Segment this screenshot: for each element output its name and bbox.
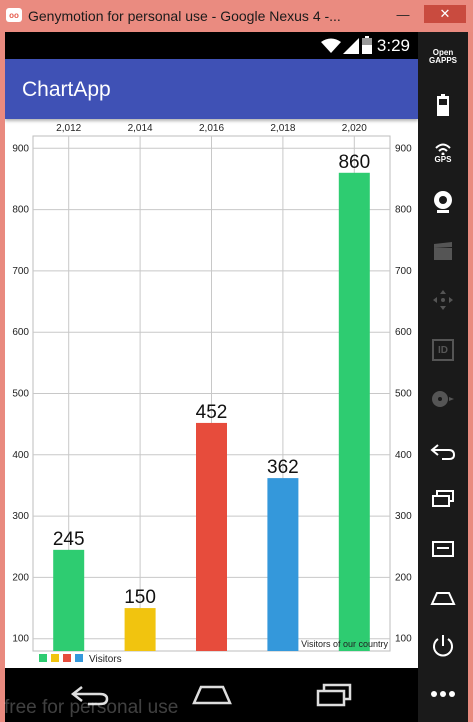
signal-icon [343, 38, 359, 54]
back-arrow-icon [430, 444, 456, 460]
bar-value-label: 362 [267, 457, 299, 478]
app-title: ChartApp [22, 78, 111, 101]
clapperboard-icon [434, 242, 452, 260]
opengapps-label-gapps: GAPPS [428, 56, 457, 65]
recents-nav-icon[interactable] [314, 682, 354, 708]
y-tick-label-left: 900 [12, 143, 29, 154]
legend-swatch [39, 654, 47, 662]
window-title-bar: oo Genymotion for personal use - Google … [0, 0, 473, 32]
y-tick-label-right: 800 [395, 205, 412, 216]
opengapps-icon: Open GAPPS [429, 49, 457, 65]
bar-2012 [53, 549, 85, 651]
device-id-widget-button[interactable]: ID [418, 338, 468, 362]
y-tick-label-left: 800 [12, 205, 29, 216]
chart-description: Visitors of our country [301, 639, 388, 649]
remote-control-widget-button[interactable] [418, 288, 468, 312]
battery-widget-icon [437, 94, 449, 116]
bar-value-label: 860 [338, 152, 370, 173]
bar-2014 [124, 608, 156, 651]
x-tick-label: 2,018 [270, 123, 295, 134]
gps-widget-button[interactable]: GPS [418, 138, 468, 168]
legend-swatch [51, 654, 59, 662]
webcam-widget-button[interactable] [418, 188, 468, 216]
window-border [468, 32, 473, 722]
bar-2016 [196, 422, 227, 651]
genymotion-side-panel: Open GAPPS GPS [418, 32, 468, 722]
back-widget-button[interactable] [418, 440, 468, 464]
power-icon [433, 635, 453, 657]
disk-io-widget-button[interactable] [418, 388, 468, 410]
app-toolbar: ChartApp [5, 59, 418, 119]
id-icon: ID [432, 339, 454, 361]
window-title: Genymotion for personal use - Google Nex… [28, 8, 341, 24]
y-tick-label-right: 900 [395, 143, 412, 154]
android-nav-bar [5, 668, 418, 722]
menu-icon [432, 541, 454, 557]
recent-apps-icon [432, 490, 454, 507]
battery-widget-button[interactable] [418, 92, 468, 118]
disk-io-icon [432, 391, 454, 407]
more-dots-icon [431, 691, 455, 697]
y-tick-label-right: 400 [395, 450, 412, 461]
bar-chart: 100 100 200 200 300 300 400 400 500 500 600 600 700 7… [12, 123, 412, 665]
y-tick-label-right: 500 [395, 389, 412, 400]
chart-labels: 100 100 200 200 300 300 400 400 500 500 600 600 700 7… [12, 123, 412, 649]
opengapps-label-open: Open [432, 48, 454, 57]
x-tick-label: 2,016 [199, 123, 224, 134]
minimize-button[interactable]: — [396, 6, 410, 22]
home-nav-icon[interactable] [191, 682, 233, 706]
y-tick-label-right: 700 [395, 266, 412, 277]
x-tick-label: 2,020 [342, 123, 367, 134]
y-tick-label-left: 500 [12, 389, 29, 400]
personal-use-watermark: free for personal use [4, 697, 179, 718]
chart-legend: Visitors [39, 654, 122, 665]
y-tick-label-right: 100 [395, 634, 412, 645]
bar-value-label: 150 [124, 587, 156, 608]
bar-2018 [267, 478, 299, 651]
move-arrows-icon [433, 290, 453, 310]
device-screen: 3:29 ChartApp 100 100 200 200 300 300 400 400 50… [5, 32, 418, 668]
screencast-widget-button[interactable] [418, 240, 468, 262]
recent-apps-widget-button[interactable] [418, 487, 468, 511]
back-nav-icon[interactable] [70, 684, 110, 706]
y-tick-label-left: 600 [12, 327, 29, 338]
genymotion-app-icon: oo [6, 8, 22, 22]
status-time: 3:29 [376, 36, 410, 55]
x-tick-label: 2,012 [56, 123, 81, 134]
android-status-bar: 3:29 [5, 32, 418, 59]
webcam-icon [434, 191, 452, 213]
chart-bars [53, 172, 370, 651]
wifi-icon [321, 38, 341, 53]
home-icon [430, 592, 456, 605]
y-tick-label-left: 300 [12, 511, 29, 522]
home-widget-button[interactable] [418, 586, 468, 610]
y-tick-label-right: 200 [395, 572, 412, 583]
x-tick-label: 2,014 [128, 123, 153, 134]
app-icon-glyph: oo [9, 10, 19, 20]
y-tick-label-right: 600 [395, 327, 412, 338]
close-button[interactable]: ✕ [424, 5, 466, 23]
y-tick-label-left: 200 [12, 572, 29, 583]
battery-icon [362, 36, 372, 54]
gps-signal-icon [435, 143, 451, 155]
power-widget-button[interactable] [418, 632, 468, 660]
menu-widget-button[interactable] [418, 537, 468, 561]
id-icon-label: ID [438, 344, 448, 356]
bar-2020 [338, 172, 370, 651]
bar-value-label: 452 [196, 402, 228, 423]
y-tick-label-left: 400 [12, 450, 29, 461]
opengapps-button[interactable]: Open GAPPS [418, 46, 468, 68]
legend-swatch [63, 654, 71, 662]
y-tick-label-right: 300 [395, 511, 412, 522]
more-widget-button[interactable] [418, 684, 468, 704]
gps-label: GPS [434, 154, 452, 164]
legend-label: Visitors [89, 654, 122, 665]
bar-value-label: 245 [53, 529, 85, 550]
legend-swatch [75, 654, 83, 662]
y-tick-label-left: 100 [12, 634, 29, 645]
y-tick-label-left: 700 [12, 266, 29, 277]
